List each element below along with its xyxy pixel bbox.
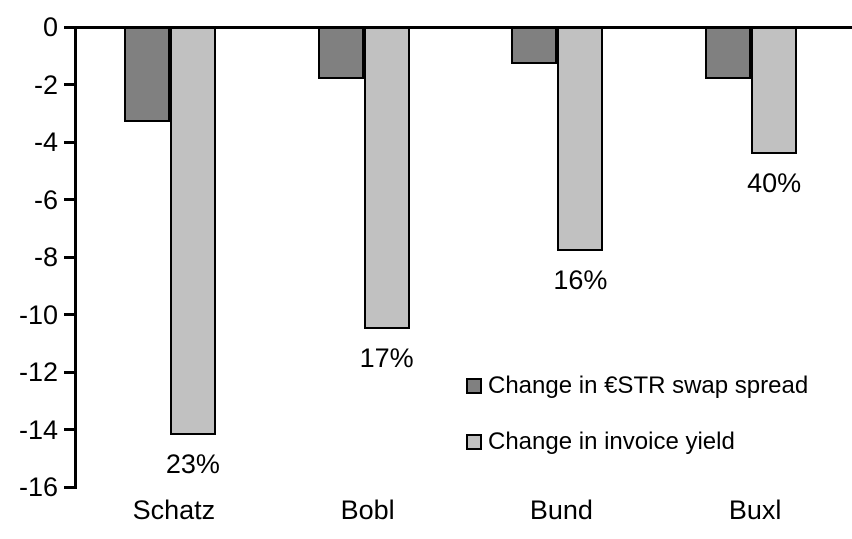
bar-change-in-invoice-yield-buxl	[751, 27, 798, 154]
y-tick-label: 0	[42, 12, 58, 42]
legend-label-invoice-yield: Change in invoice yield	[488, 428, 735, 455]
y-tick-mark	[64, 83, 77, 86]
bar-change-in-invoice-yield-schatz	[169, 27, 216, 436]
bar-change-in-str-swap-spread-bobl	[317, 27, 364, 79]
x-axis-label-buxl: Buxl	[728, 495, 782, 525]
y-tick-mark	[64, 485, 77, 489]
x-axis-label-bund: Bund	[529, 495, 593, 525]
legend-swatch-invoice-yield	[466, 434, 482, 450]
legend-label-estr-swap-spread: Change in €STR swap spread	[488, 372, 809, 399]
bar-value-label-buxl: 40%	[747, 167, 802, 198]
bar-change-in-invoice-yield-bobl	[363, 27, 410, 329]
y-tick-label: -16	[18, 472, 58, 502]
y-tick-mark	[64, 198, 77, 201]
y-tick-mark	[64, 370, 77, 374]
y-tick-label: -14	[18, 414, 58, 445]
legend-swatch-estr-swap-spread	[466, 378, 482, 394]
bar-value-label-bobl: 17%	[359, 342, 414, 373]
y-tick-mark	[64, 140, 77, 144]
y-tick-mark	[64, 313, 77, 316]
y-tick-label: -8	[33, 242, 58, 272]
bar-change-in-str-swap-spread-schatz	[123, 27, 170, 122]
y-tick-label: -10	[18, 299, 58, 330]
x-axis-label-schatz: Schatz	[132, 495, 216, 525]
legend-item-invoice-yield: Change in invoice yield	[466, 429, 808, 455]
y-axis-line	[73, 25, 77, 489]
y-tick-label: -4	[33, 127, 58, 157]
bar-change-in-str-swap-spread-buxl	[705, 27, 752, 79]
y-tick-label: -6	[33, 184, 58, 215]
zero-baseline	[64, 25, 852, 29]
bar-change-in-invoice-yield-bund	[557, 27, 604, 252]
x-axis-label-bobl: Bobl	[340, 495, 395, 525]
bar-value-label-schatz: 23%	[165, 449, 220, 480]
y-tick-label: -2	[33, 69, 58, 100]
y-tick-mark	[64, 255, 77, 259]
bar-change-in-str-swap-spread-bund	[511, 27, 558, 65]
y-tick-label: -12	[18, 357, 58, 387]
bar-value-label-bund: 16%	[553, 265, 608, 296]
legend: Change in €STR swap spread Change in inv…	[466, 373, 808, 455]
y-tick-mark	[64, 428, 77, 431]
legend-item-estr-swap-spread: Change in €STR swap spread	[466, 373, 808, 399]
